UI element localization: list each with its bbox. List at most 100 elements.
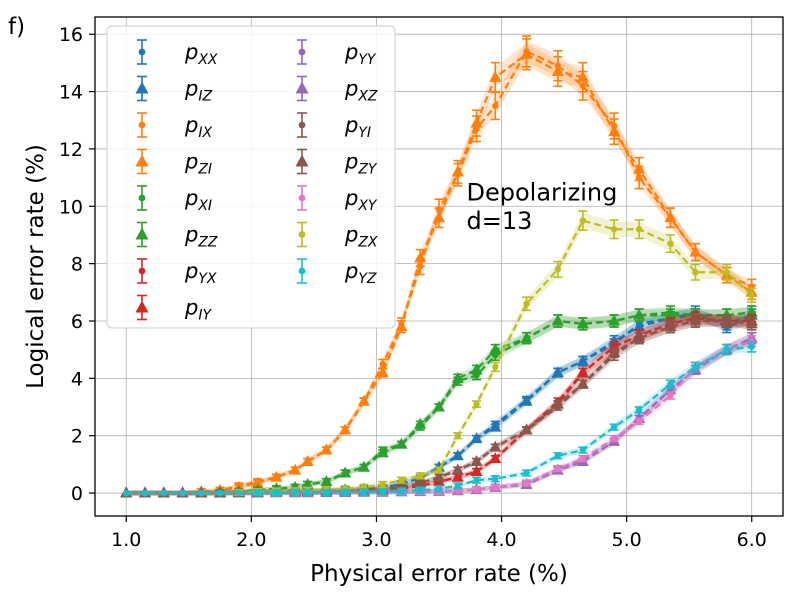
- data-point: [551, 397, 564, 409]
- plot-frame: [94, 16, 784, 517]
- y-tick-label: 12: [59, 139, 83, 161]
- data-point: [433, 400, 445, 412]
- data-point: [451, 470, 464, 482]
- data-point: [435, 485, 443, 492]
- data-point: [379, 481, 386, 488]
- data-point: [667, 240, 674, 247]
- data-point: [610, 435, 618, 442]
- data-point: [473, 400, 480, 408]
- data-point: [395, 320, 408, 332]
- data-point: [608, 334, 621, 346]
- legend-entry-yx: pYX: [137, 258, 217, 287]
- data-point: [608, 125, 621, 137]
- data-point: [608, 340, 621, 352]
- legend-marker: [135, 154, 149, 167]
- data-point: [433, 211, 445, 223]
- series-iz-band: [126, 309, 752, 496]
- axis-ticks: 1.0 2.0 3.0 4.0 5.0 6.0 0 2 4 6 8 10 12 14 16: [59, 24, 767, 551]
- data-point: [470, 116, 483, 128]
- legend-subscript: XI: [197, 198, 212, 214]
- data-point: [417, 472, 424, 480]
- legend-marker: [295, 154, 309, 167]
- data-point: [633, 331, 646, 343]
- data-point: [489, 452, 502, 464]
- data-point: [608, 346, 621, 358]
- data-point: [379, 360, 386, 368]
- series-yx-band: [126, 312, 752, 496]
- data-point: [489, 420, 502, 432]
- data-point: [451, 165, 464, 177]
- legend-marker: [298, 121, 306, 129]
- legend-box: [106, 25, 396, 329]
- series-iy-band: [126, 312, 752, 496]
- legend-marker: [298, 231, 306, 238]
- data-point: [235, 489, 243, 497]
- legend-subscript: IZ: [198, 89, 212, 105]
- data-point: [395, 437, 408, 449]
- legend-subscript: ZX: [357, 235, 378, 251]
- legend-subscript: XX: [197, 52, 218, 68]
- data-point: [376, 366, 389, 378]
- data-point: [473, 476, 480, 484]
- data-point: [667, 380, 674, 388]
- data-point: [398, 487, 405, 495]
- data-point: [304, 489, 311, 496]
- y-tick-label: 4: [71, 368, 83, 390]
- data-point: [379, 488, 386, 495]
- legend-subscript: ZI: [197, 162, 212, 178]
- data-point: [470, 465, 483, 477]
- legend-subscript: YZ: [358, 271, 377, 287]
- data-point: [520, 394, 533, 406]
- data-point: [551, 64, 564, 76]
- series-group: [120, 35, 758, 498]
- data-point: [664, 211, 677, 223]
- legend-subscript: ZY: [357, 162, 378, 178]
- data-point: [273, 489, 280, 496]
- data-point: [435, 466, 443, 474]
- legend: pXXpIZpIXpZIpXIpZZpYXpIYpYYpXZpYIpZYpXYp…: [106, 25, 396, 329]
- legend-entry-iz: pIZ: [135, 75, 212, 105]
- data-point: [720, 314, 733, 326]
- data-point: [216, 489, 224, 497]
- data-point: [576, 70, 589, 82]
- data-point: [523, 469, 530, 477]
- data-point: [433, 460, 445, 472]
- legend-marker: [295, 81, 309, 94]
- data-point: [576, 317, 589, 329]
- y-tick-label: 14: [59, 82, 83, 104]
- data-point: [523, 300, 530, 307]
- panel-label: f): [8, 14, 25, 40]
- annotation-line-2: d=13: [467, 207, 533, 235]
- legend-marker: [138, 194, 146, 202]
- x-tick-label: 1.0: [111, 529, 141, 551]
- legend-label: pZY: [344, 150, 378, 178]
- data-point: [179, 489, 186, 497]
- data-point: [451, 449, 464, 461]
- data-point: [451, 371, 464, 383]
- data-point: [454, 482, 461, 490]
- legend-marker: [298, 267, 306, 275]
- data-point: [489, 343, 502, 355]
- data-point: [414, 417, 427, 429]
- x-tick-label: 5.0: [612, 529, 642, 551]
- data-point: [301, 455, 314, 467]
- data-point: [357, 460, 370, 472]
- data-point: [664, 308, 677, 320]
- data-point: [270, 470, 283, 482]
- data-point: [551, 366, 564, 378]
- data-point: [320, 475, 333, 487]
- x-tick-label: 2.0: [236, 529, 266, 551]
- legend-marker: [138, 267, 146, 275]
- data-point: [123, 489, 130, 497]
- data-point: [198, 489, 205, 497]
- data-point: [454, 432, 461, 439]
- legend-marker: [135, 227, 149, 240]
- data-point: [579, 217, 587, 224]
- y-tick-label: 6: [71, 311, 83, 333]
- data-point: [492, 484, 499, 491]
- data-point: [635, 418, 643, 425]
- y-tick-label: 0: [71, 483, 83, 505]
- data-point: [492, 363, 499, 371]
- x-axis-label: Physical error rate (%): [310, 561, 568, 587]
- data-point: [633, 320, 646, 332]
